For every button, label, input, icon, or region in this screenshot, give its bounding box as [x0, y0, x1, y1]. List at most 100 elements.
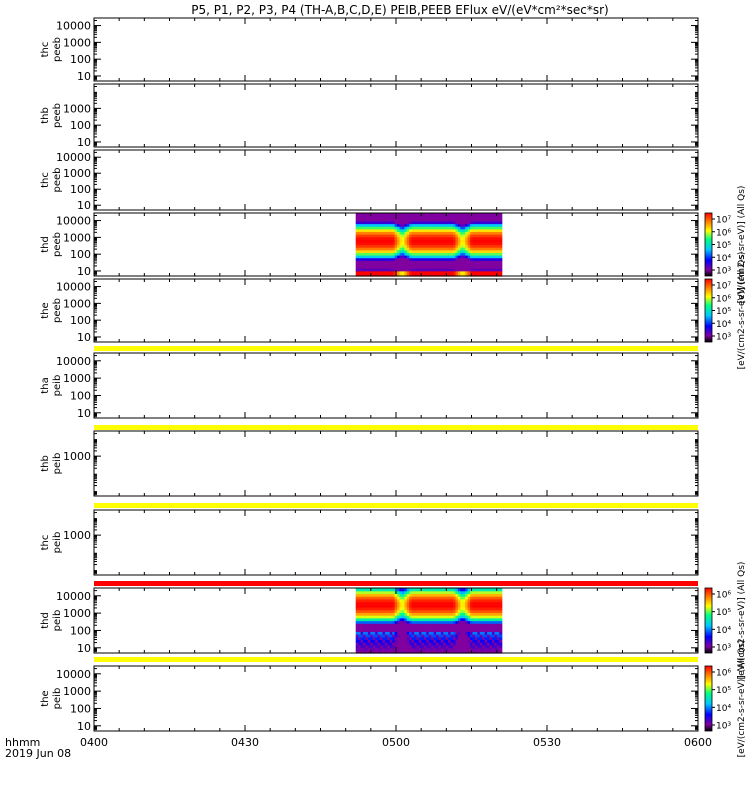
- spectrogram-cell: [472, 588, 476, 592]
- spectrogram-cell: [479, 226, 483, 230]
- spectrogram-cell: [433, 647, 437, 651]
- spectrogram-cell: [406, 623, 410, 627]
- spectrogram-cell: [474, 231, 478, 235]
- spectrogram-cell: [416, 270, 420, 274]
- spectrogram-cell: [416, 252, 420, 256]
- spectrogram-cell: [455, 239, 459, 243]
- spectrogram-cell: [455, 215, 459, 219]
- spectrogram-cell: [482, 265, 486, 269]
- spectrogram-cell: [445, 265, 449, 269]
- spectrogram-cell: [482, 625, 486, 630]
- spectrogram-cell: [370, 223, 374, 227]
- spectrogram-cell: [360, 631, 364, 635]
- spectrogram-cell: [448, 226, 452, 230]
- spectrogram-cell: [428, 623, 432, 627]
- spectrogram-cell: [370, 593, 374, 597]
- spectrogram-cell: [360, 634, 364, 638]
- spectrogram-cell: [397, 273, 401, 277]
- spectrogram-cell: [457, 631, 461, 635]
- spectrogram-cell: [411, 590, 415, 595]
- spectrogram-cell: [450, 268, 454, 272]
- spectrogram-cell: [365, 601, 369, 605]
- spectrogram-cell: [436, 268, 440, 272]
- spectrogram-cell: [360, 257, 364, 261]
- spectrogram-cell: [460, 628, 464, 632]
- spectrogram-cell: [365, 639, 369, 643]
- spectrogram-cell: [477, 628, 481, 632]
- spectrogram-cell: [409, 604, 413, 608]
- spectrogram-cell: [436, 617, 440, 622]
- spectrogram-cell: [399, 628, 403, 632]
- spectrogram-cell: [399, 642, 403, 646]
- spectrogram-cell: [392, 247, 396, 251]
- spectrogram-cell: [487, 601, 491, 605]
- spectrogram-cell: [460, 620, 464, 624]
- spectrogram-cell: [499, 255, 503, 259]
- spectrogram-cell: [358, 647, 362, 651]
- spectrogram-cell: [489, 247, 493, 251]
- panel-probe-label: thc: [40, 42, 51, 58]
- spectrogram-cell: [404, 273, 408, 277]
- spectrogram-cell: [384, 636, 388, 641]
- spectrogram-cell: [360, 270, 364, 274]
- spectrogram-cell: [397, 255, 401, 259]
- spectrogram-cell: [484, 244, 488, 248]
- spectrogram-cell: [433, 268, 437, 272]
- spectrogram-cell: [499, 644, 503, 649]
- spectrogram-cell: [416, 223, 420, 227]
- spectrogram-cell: [375, 601, 379, 605]
- spectrogram-cell: [363, 628, 367, 632]
- spectrogram-cell: [462, 218, 466, 222]
- spectrogram-cell: [409, 252, 413, 256]
- spectrogram-cell: [465, 249, 469, 253]
- spectrogram-cell: [494, 236, 498, 240]
- spectrogram-cell: [387, 255, 391, 259]
- spectrogram-cell: [399, 634, 403, 638]
- spectrogram-cell: [372, 249, 376, 253]
- spectrogram-cell: [448, 625, 452, 630]
- spectrogram-cell: [472, 642, 476, 646]
- spectrogram-cell: [404, 620, 408, 624]
- spectrogram-cell: [477, 239, 481, 243]
- spectrogram-cell: [406, 270, 410, 274]
- spectrogram-cell: [392, 609, 396, 613]
- spectrogram-cell: [470, 609, 474, 613]
- spectrogram-cell: [474, 241, 478, 246]
- spectrogram-cell: [358, 220, 362, 225]
- panel-product-label: peib: [52, 532, 63, 554]
- spectrogram-cell: [392, 273, 396, 277]
- spectrogram-cell: [382, 588, 386, 592]
- spectrogram-cell: [455, 244, 459, 248]
- spectrogram-cell: [450, 639, 454, 643]
- spectrogram-cell: [421, 252, 425, 256]
- spectrogram-cell: [491, 220, 495, 225]
- spectrogram-cell: [499, 262, 503, 267]
- spectrogram-cell: [484, 598, 488, 603]
- spectrogram-cell: [462, 623, 466, 627]
- spectrogram-cell: [387, 244, 391, 248]
- spectrogram-cell: [399, 636, 403, 641]
- spectrogram-cell: [375, 650, 379, 654]
- spectrogram-cell: [377, 213, 381, 217]
- spectrogram-cell: [436, 642, 440, 646]
- spectrogram-cell: [397, 215, 401, 219]
- spectrogram-cell: [450, 631, 454, 635]
- spectrogram-cell: [443, 615, 447, 619]
- spectrogram-cell: [382, 231, 386, 235]
- spectrogram-cell: [370, 244, 374, 248]
- spectrogram-cell: [392, 244, 396, 248]
- spectrogram-cell: [397, 596, 401, 600]
- spectrogram-cell: [487, 239, 491, 243]
- spectrogram-cell: [387, 631, 391, 635]
- spectrogram-cell: [462, 228, 466, 232]
- spectrogram-cell: [358, 606, 362, 611]
- spectrogram-cell: [467, 252, 471, 256]
- spectrogram-cell: [462, 631, 466, 635]
- spectrogram-cell: [367, 244, 371, 248]
- spectrogram-cell: [479, 650, 483, 654]
- spectrogram-cell: [409, 590, 413, 595]
- spectrogram-cell: [462, 262, 466, 267]
- spectrogram-cell: [397, 650, 401, 654]
- spectrogram-cell: [472, 247, 476, 251]
- spectrogram-cell: [389, 260, 393, 264]
